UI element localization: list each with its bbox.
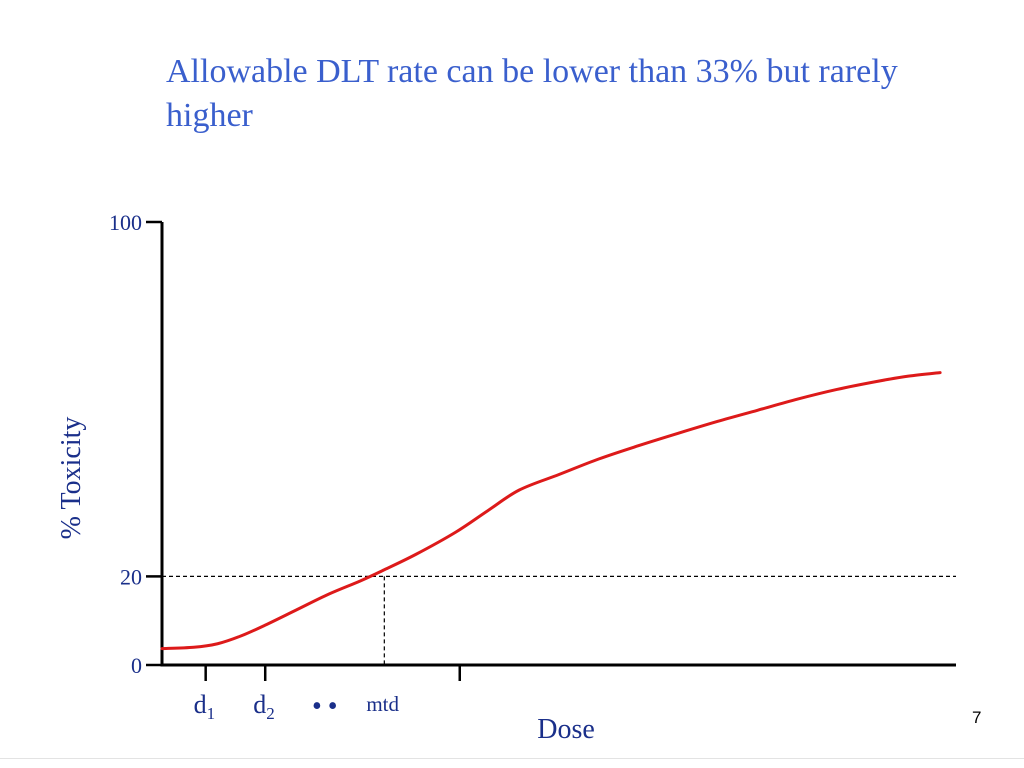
x-tick-label-main: d [194, 690, 207, 719]
x-tick-label: d1 [194, 690, 216, 723]
page-number: 7 [972, 708, 982, 727]
y-axis-title: % Toxicity [56, 417, 87, 540]
ellipsis-label: •• [312, 691, 344, 722]
mtd-label: mtd [366, 692, 399, 716]
x-tick-label-subscript: 1 [207, 704, 216, 723]
footer-divider [0, 758, 1024, 759]
y-tick-label: 100 [109, 210, 142, 235]
x-tick-label: d2 [253, 690, 275, 723]
reference-lines-layer [162, 575, 956, 665]
x-axis-title: Dose [537, 714, 595, 745]
x-tick-label-main: d [253, 690, 266, 719]
toxicity-curve [160, 371, 942, 651]
series-layer [160, 371, 942, 651]
axes-layer [146, 220, 956, 681]
y-tick-label: 0 [131, 653, 142, 678]
slide-title: Allowable DLT rate can be lower than 33%… [166, 53, 898, 134]
y-tick-label: 20 [120, 564, 142, 589]
x-tick-label-subscript: 2 [266, 704, 275, 723]
